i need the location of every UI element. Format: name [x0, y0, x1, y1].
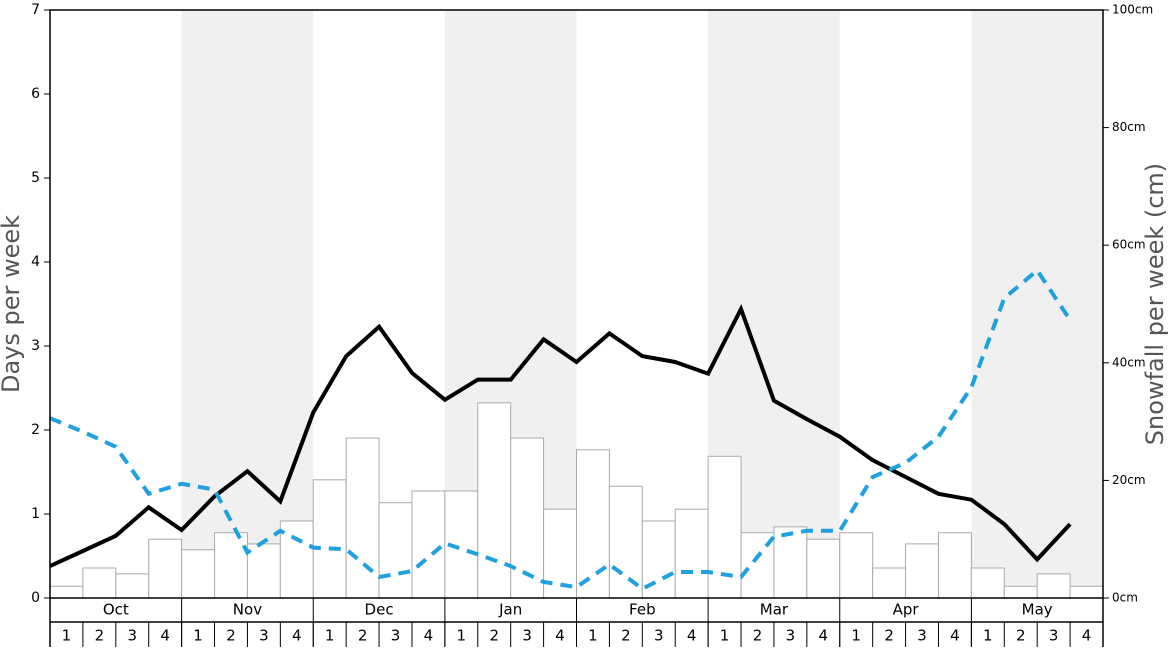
line	[49, 303, 1072, 568]
x-tick-label: 3	[1049, 627, 1059, 645]
y-tick-label: 5	[31, 170, 40, 186]
y2-tick-label: 60cm	[1112, 238, 1146, 252]
month-label: Jan	[498, 601, 522, 619]
x-tick-label: 1	[457, 627, 467, 645]
x-tick-label: 4	[1082, 627, 1092, 645]
bar	[937, 532, 972, 599]
x-tick-label: 4	[555, 627, 565, 645]
bar	[246, 543, 281, 599]
bar	[148, 538, 183, 599]
x-tick-label: 4	[687, 627, 697, 645]
y-axis-label: Days per week	[0, 215, 25, 393]
x-tick-label: 2	[358, 627, 368, 645]
y-tick-label: 7	[31, 2, 40, 18]
x-tick-label: 4	[819, 627, 829, 645]
x-tick-label: 2	[95, 627, 105, 645]
bar	[1036, 573, 1071, 599]
month-label: Oct	[103, 601, 129, 619]
bar	[872, 567, 907, 599]
month-label: Apr	[893, 601, 920, 619]
bar	[1003, 585, 1038, 599]
bar	[1069, 585, 1104, 599]
y2-tick-label: 20cm	[1112, 473, 1146, 487]
x-tick-label: 3	[654, 627, 664, 645]
x-tick-label: 2	[1016, 627, 1026, 645]
x-tick-label: 3	[786, 627, 796, 645]
x-tick-label: 1	[193, 627, 203, 645]
y-tick-label: 2	[31, 422, 40, 438]
x-tick-label: 2	[884, 627, 894, 645]
x-tick-label: 3	[522, 627, 532, 645]
bar	[608, 485, 643, 599]
x-tick-label: 3	[127, 627, 137, 645]
x-tick-label: 1	[62, 627, 72, 645]
x-tick-label: 3	[259, 627, 269, 645]
month-band	[181, 10, 314, 598]
bar	[839, 532, 874, 599]
y2-tick-label: 80cm	[1112, 120, 1146, 134]
x-tick-label: 4	[424, 627, 434, 645]
bar	[214, 532, 248, 599]
bar	[378, 502, 413, 599]
bar	[674, 508, 709, 599]
month-label: Mar	[760, 601, 789, 619]
y2-axis-label: Snowfall per week (cm)	[1141, 163, 1168, 445]
x-tick-label: 1	[720, 627, 730, 645]
x-tick-label: 2	[226, 627, 236, 645]
month-label: Feb	[629, 601, 656, 619]
x-tick-label: 3	[391, 627, 401, 645]
x-tick-label: 3	[917, 627, 927, 645]
month-label: Dec	[365, 601, 394, 619]
y-tick-label: 3	[31, 338, 40, 354]
bar	[477, 402, 512, 599]
x-tick-label: 4	[160, 627, 170, 645]
bar	[115, 573, 150, 599]
x-tick-label: 1	[588, 627, 598, 645]
month-label: Nov	[233, 601, 262, 619]
y-tick-label: 6	[31, 86, 40, 102]
bar	[181, 549, 216, 599]
y-tick-label: 0	[31, 590, 40, 606]
x-tick-label: 1	[325, 627, 335, 645]
x-tick-label: 4	[950, 627, 960, 645]
y-tick-label: 1	[31, 506, 40, 522]
bar	[707, 455, 742, 599]
line	[49, 267, 1072, 592]
y-tick-label: 4	[31, 254, 40, 270]
bar	[82, 567, 117, 599]
bar	[279, 520, 314, 599]
bar	[411, 490, 446, 599]
x-tick-label: 1	[983, 627, 993, 645]
y2-tick-label: 100cm	[1112, 3, 1153, 17]
x-tick-label: 2	[753, 627, 763, 645]
bar	[970, 567, 1005, 599]
bar	[345, 437, 380, 599]
bar	[806, 538, 841, 599]
x-tick-label: 2	[621, 627, 631, 645]
bar	[576, 449, 610, 599]
bar	[49, 585, 84, 599]
month-band	[971, 10, 1103, 598]
month-label: May	[1022, 601, 1053, 619]
y2-tick-label: 0cm	[1112, 591, 1138, 605]
x-tick-label: 1	[851, 627, 861, 645]
y2-tick-label: 40cm	[1112, 355, 1146, 369]
x-tick-label: 2	[489, 627, 499, 645]
bar	[773, 526, 808, 599]
bar	[312, 479, 347, 599]
x-tick-label: 4	[292, 627, 302, 645]
bar	[905, 543, 939, 599]
